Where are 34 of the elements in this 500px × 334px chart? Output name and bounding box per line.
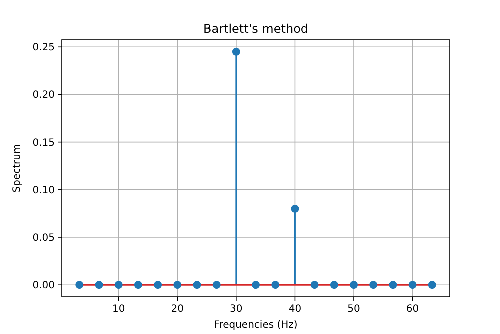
point: [370, 281, 378, 290]
point: [272, 281, 280, 290]
y-tick-label: 0.15: [32, 138, 55, 149]
point: [310, 281, 319, 290]
y-tick-label: 0.10: [32, 185, 55, 196]
point: [389, 281, 398, 290]
y-tick-label: 0.25: [32, 42, 55, 54]
x-tick-label: 60: [406, 304, 420, 315]
point: [95, 281, 104, 290]
point: [154, 281, 162, 290]
point: [134, 281, 142, 290]
point: [428, 281, 436, 290]
x-tick-label: 50: [348, 304, 360, 315]
point: [408, 281, 417, 290]
point: [76, 281, 84, 290]
point: [193, 281, 202, 290]
x-tick-label: 30: [230, 304, 243, 315]
point: [291, 204, 300, 213]
y-tick-label: 0.20: [32, 90, 55, 102]
point: [212, 281, 221, 290]
point: [350, 281, 358, 290]
y-tick-label: 0.00: [32, 280, 55, 292]
point: [174, 281, 182, 290]
point: [252, 281, 260, 290]
point: [114, 281, 123, 290]
y-axis-title: Spectrum: [12, 144, 23, 193]
point: [330, 281, 338, 290]
point: [232, 48, 240, 56]
x-axis-title: Frequencies (Hz): [214, 320, 298, 331]
x-tick-label: 40: [288, 304, 302, 315]
y-tick-label: 0.05: [32, 233, 55, 244]
x-tick-label: 20: [171, 304, 184, 315]
x-tick-label: 10: [112, 304, 126, 315]
chart-title: Bartlett's method: [203, 22, 309, 36]
